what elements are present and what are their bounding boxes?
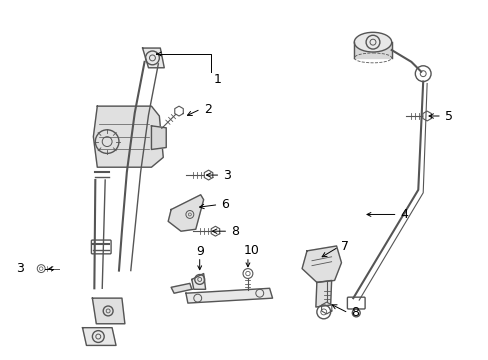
Polygon shape (93, 106, 163, 167)
Text: 2: 2 (203, 103, 211, 116)
Polygon shape (353, 42, 391, 58)
Polygon shape (302, 246, 341, 282)
Text: 7: 7 (341, 240, 349, 253)
Polygon shape (191, 274, 205, 289)
Text: 4: 4 (400, 208, 407, 221)
Text: 3: 3 (16, 262, 23, 275)
Polygon shape (171, 283, 191, 293)
Text: 5: 5 (444, 109, 452, 122)
Text: 10: 10 (244, 244, 259, 257)
Text: 9: 9 (195, 246, 203, 258)
Polygon shape (151, 126, 166, 149)
Polygon shape (185, 288, 272, 303)
Polygon shape (168, 195, 203, 231)
Ellipse shape (353, 32, 391, 52)
Text: 3: 3 (223, 168, 231, 181)
Polygon shape (142, 48, 164, 68)
Polygon shape (92, 298, 124, 324)
Text: 6: 6 (221, 198, 229, 211)
Polygon shape (82, 328, 116, 345)
Text: 1: 1 (213, 73, 221, 86)
Text: 8: 8 (350, 306, 359, 319)
Text: 8: 8 (231, 225, 239, 238)
Polygon shape (315, 280, 331, 307)
